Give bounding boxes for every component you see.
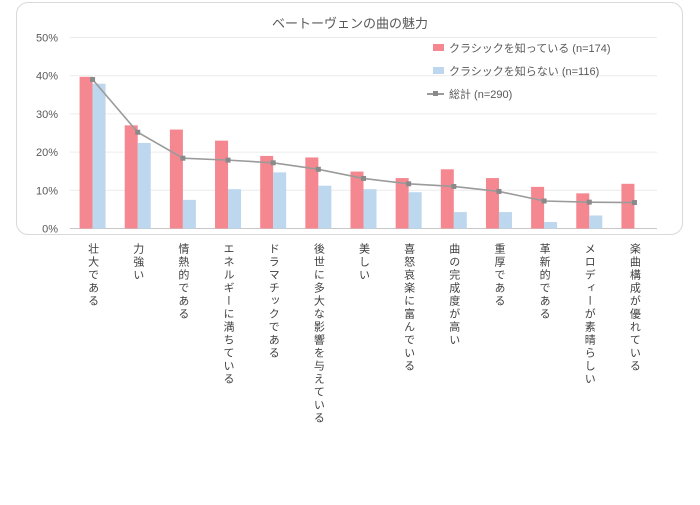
total-line-marker — [135, 129, 141, 135]
y-tick-label: 40% — [36, 71, 58, 83]
y-tick-label: 30% — [36, 109, 58, 121]
bar-dont-know-classical[interactable] — [137, 142, 151, 229]
category-label: 革新的である — [538, 243, 551, 321]
chart-legend: クラシックを知っている (n=174) クラシックを知らない (n=116) 総… — [427, 41, 611, 101]
bar-dont-know-classical[interactable] — [228, 189, 242, 229]
y-tick-label: 50% — [36, 33, 58, 45]
category-label: 美しい — [357, 243, 370, 282]
total-line-marker — [451, 183, 457, 189]
bar-know-classical[interactable] — [260, 155, 274, 229]
legend-item-total[interactable]: 総計 (n=290) — [427, 87, 611, 101]
total-line-marker — [315, 166, 321, 172]
bar-dont-know-classical[interactable] — [363, 189, 377, 229]
category-label: 喜怒哀楽に富んでいる — [402, 243, 415, 373]
legend-label: 総計 (n=290) — [449, 88, 513, 101]
legend-item-dont-know-classical[interactable]: クラシックを知らない (n=116) — [427, 64, 611, 78]
legend-item-know-classical[interactable]: クラシックを知っている (n=174) — [427, 41, 611, 55]
bar-dont-know-classical[interactable] — [182, 199, 196, 229]
category-label: メロディーが素晴らしい — [583, 243, 596, 386]
bar-dont-know-classical[interactable] — [544, 222, 558, 229]
bar-dont-know-classical[interactable] — [273, 172, 287, 229]
total-line-marker — [270, 160, 276, 166]
bar-know-classical[interactable] — [169, 129, 183, 229]
bar-dont-know-classical[interactable] — [318, 185, 332, 229]
bar-know-classical[interactable] — [305, 157, 319, 229]
y-tick-label: 0% — [42, 224, 58, 236]
legend-label: クラシックを知っている (n=174) — [449, 42, 611, 55]
total-line-marker — [496, 188, 502, 194]
chart-title: ベートーヴェンの曲の魅力 — [271, 16, 428, 31]
total-line-marker — [225, 157, 231, 163]
category-label: 曲の完成度が高い — [447, 243, 460, 347]
bar-dont-know-classical[interactable] — [453, 212, 467, 229]
total-line-marker — [586, 199, 592, 205]
bar-dont-know-classical[interactable] — [92, 83, 106, 229]
bar-know-classical[interactable] — [215, 140, 229, 229]
bar-dont-know-classical[interactable] — [589, 215, 603, 229]
bar-dont-know-classical[interactable] — [408, 192, 422, 229]
total-line-marker — [361, 175, 366, 181]
category-label: 力強い — [131, 243, 144, 282]
bar-know-classical[interactable] — [350, 171, 364, 229]
legend-swatch-blue-icon — [433, 67, 444, 74]
total-line-marker — [90, 77, 96, 83]
bar-dont-know-classical[interactable] — [498, 212, 512, 229]
category-label: 情熱的である — [176, 243, 189, 321]
legend-swatch-pink-icon — [433, 44, 444, 51]
category-label: エネルギーに満ちている — [222, 243, 235, 386]
category-label: 楽曲構成が優れている — [628, 243, 641, 373]
bar-know-classical[interactable] — [531, 186, 545, 229]
bar-know-classical[interactable] — [576, 193, 590, 229]
bar-know-classical[interactable] — [621, 183, 635, 229]
y-tick-label: 10% — [36, 185, 58, 197]
bar-know-classical[interactable] — [485, 178, 499, 229]
total-line-marker — [631, 200, 637, 206]
category-label: 後世に多大な影響を与えている — [312, 243, 325, 425]
legend-label: クラシックを知らない (n=116) — [449, 65, 600, 78]
bar-know-classical[interactable] — [124, 125, 138, 229]
bar-know-classical[interactable] — [440, 169, 454, 229]
y-tick-label: 20% — [36, 147, 58, 159]
total-line-marker — [406, 181, 412, 187]
bar-know-classical[interactable] — [79, 76, 93, 229]
category-label: ドラマチックである — [267, 243, 280, 360]
legend-line-icon — [427, 90, 444, 97]
category-label: 壮大である — [86, 243, 99, 308]
total-line-marker — [541, 198, 547, 204]
category-label: 重厚である — [492, 243, 505, 308]
bar-know-classical[interactable] — [395, 178, 409, 229]
total-line-marker — [180, 155, 186, 161]
